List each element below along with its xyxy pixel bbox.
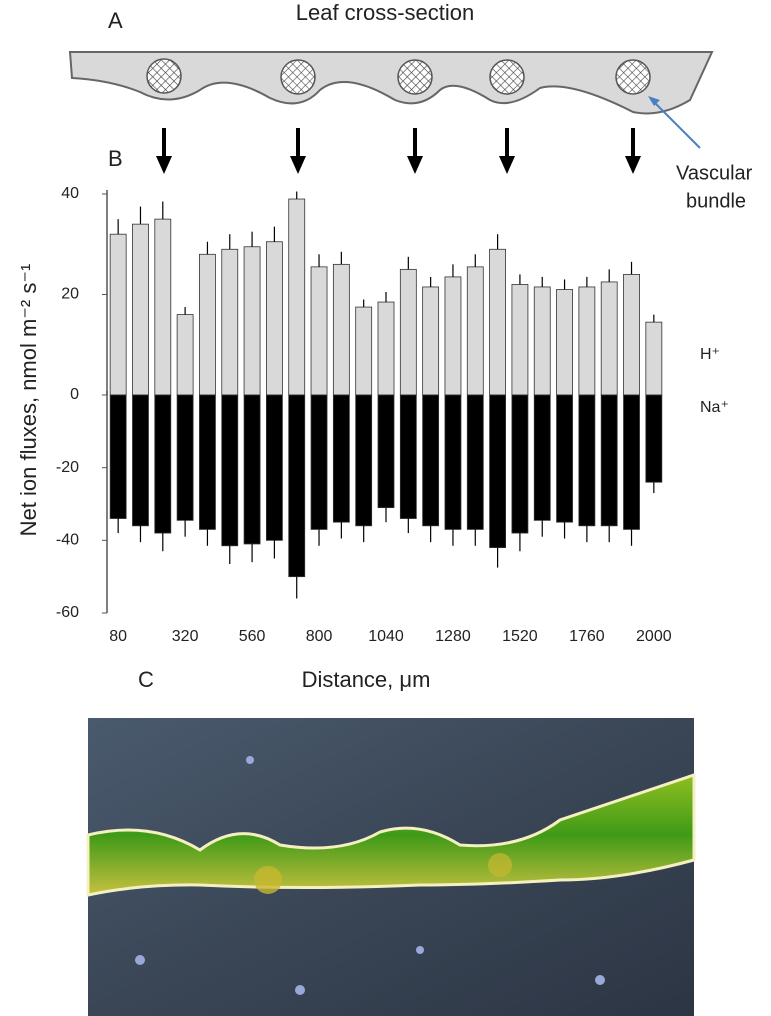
callout-head [648,96,660,106]
x-tick-label: 2000 [636,628,672,645]
bar [556,289,573,396]
bar [199,394,216,530]
bar [533,286,551,396]
y-tick-label: 20 [61,286,79,303]
bar [243,246,261,396]
bar [533,394,551,521]
bar [221,394,239,547]
bar [578,286,596,396]
x-tick-label: 560 [239,628,266,645]
bar [288,198,306,396]
x-tick-label: 1760 [569,628,605,645]
bar [466,394,484,530]
panel-label: A [108,8,123,33]
bar [288,394,306,578]
bar [399,268,417,396]
diagram-title: Leaf cross-section [296,0,475,25]
bar [310,266,328,396]
callout-line [651,99,701,149]
bar [489,248,507,396]
bar [199,253,216,396]
x-tick-label: 320 [172,628,199,645]
bar [221,248,239,396]
bar [600,394,618,527]
bar [422,286,440,396]
legend-label: Na⁺ [700,399,729,416]
x-tick-label: 1040 [368,628,404,645]
bar [332,263,350,396]
bar [511,394,529,534]
bar [132,223,149,396]
bar [645,321,663,396]
bar [444,394,462,530]
bar [332,394,350,523]
bar [176,394,194,521]
y-tick-label: -60 [56,604,79,621]
bar [265,241,283,396]
x-tick-label: 800 [306,628,333,645]
y-tick-label: -20 [56,459,79,476]
bar [377,394,395,509]
x-axis-label: Distance, μm [302,667,431,692]
bar [645,394,663,483]
bar [265,394,283,541]
bar [556,394,573,523]
bar [109,233,127,396]
y-tick-label: 40 [61,185,79,202]
x-tick-label: 1520 [502,628,538,645]
bar [243,394,261,545]
x-tick-label: 1280 [435,628,471,645]
bar [310,394,328,530]
leaf-outline [68,51,714,115]
bar [466,266,484,396]
bar [511,284,529,396]
bar [355,306,373,396]
panel-label: C [138,667,154,692]
bar [176,314,194,396]
bar [355,394,373,527]
callout: Vascular [676,162,753,184]
bar [578,394,596,527]
bar [422,394,440,527]
bar [623,394,640,530]
bar [623,273,640,396]
bar [377,301,395,396]
micrograph [86,718,696,1016]
y-axis-label: Net ion fluxes, nmol m⁻² s⁻¹ [16,264,41,537]
panel-label: B [108,146,123,171]
bar [132,394,149,527]
bar [109,394,127,519]
bundles [146,58,651,95]
bar [154,218,172,396]
legend-label: H⁺ [700,346,720,363]
bar [399,394,417,519]
bundle-arrows [156,128,641,174]
y-tick-label: -40 [56,532,79,549]
bar [600,281,618,396]
bar [444,276,462,396]
y-tick-label: 0 [70,386,79,403]
bar [489,394,507,549]
x-tick-label: 80 [109,628,127,645]
callout: bundle [686,190,746,212]
bar [154,394,172,534]
